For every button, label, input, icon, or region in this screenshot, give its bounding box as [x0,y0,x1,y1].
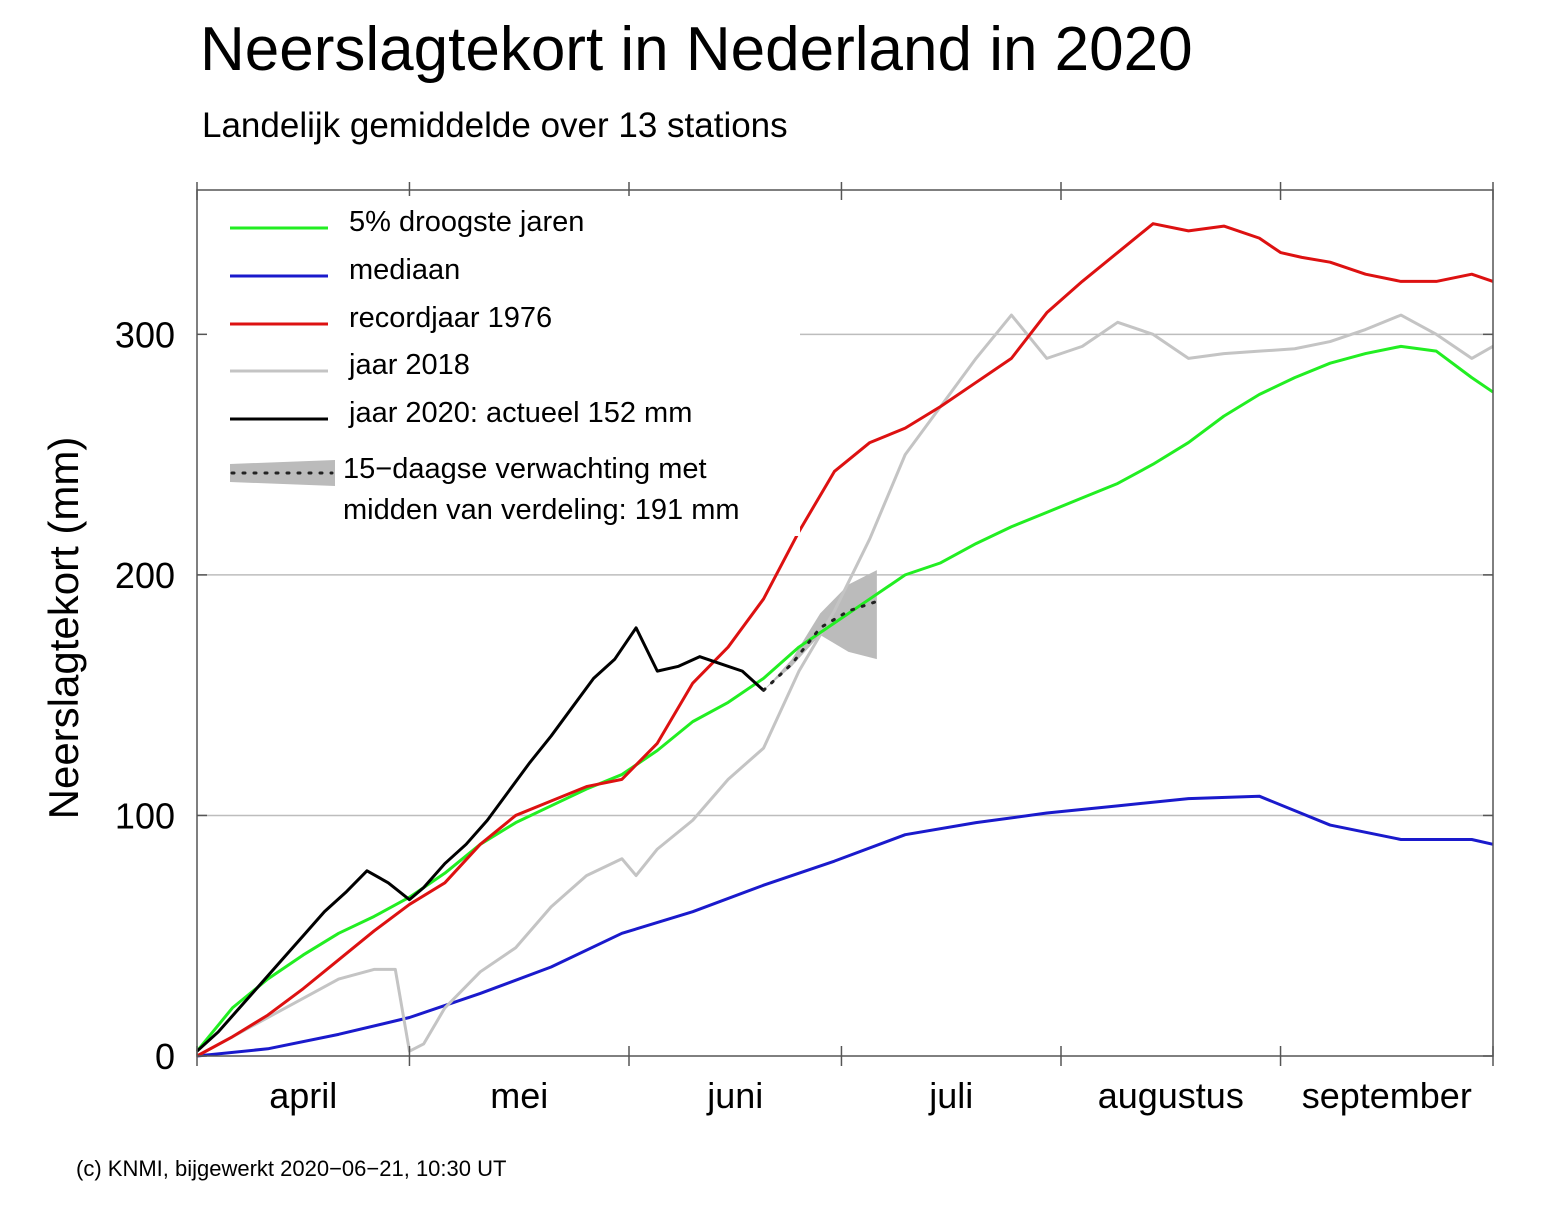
x-tick-label-juli: juli [928,1075,973,1116]
legend-forecast-line1: 15−daagse verwachting met [343,453,707,485]
gridlines [197,333,1493,817]
legend-background [210,196,800,536]
y-tick-label-100: 100 [115,795,175,836]
credit-line: (c) KNMI, bijgewerkt 2020−06−21, 10:30 U… [76,1156,507,1181]
x-tick-label-september: september [1302,1075,1472,1116]
y-axis-label: Neerslagtekort (mm) [40,437,87,820]
x-tick-label-juni: juni [706,1075,763,1116]
series-layer [195,222,1494,1058]
x-tick-label-april: april [269,1075,337,1116]
chart-subtitle: Landelijk gemiddelde over 13 stations [202,106,788,145]
series-line-1 [196,794,1494,1058]
forecast-band-layer [763,570,877,691]
series-line-4 [195,626,765,1053]
forecast-band [763,570,877,691]
legend-forecast-swatch [230,460,335,486]
legend-forecast-line2: midden van verdeling: 191 mm [343,494,740,526]
plot-frame [196,189,1494,1057]
legend-label-3: jaar 2018 [348,349,470,381]
legend: 5% droogste jaren mediaan recordjaar 1976 j… [230,206,740,526]
x-tick-label-mei: mei [490,1075,548,1116]
chart-title: Neerslagtekort in Nederland in 2020 [200,15,1193,84]
legend-label-0: 5% droogste jaren [349,206,584,238]
legend-label-1: mediaan [349,254,460,286]
x-tick-label-augustus: augustus [1098,1075,1244,1116]
legend-label-2: recordjaar 1976 [349,302,552,334]
legend-box [210,196,800,536]
axis-ticks: 0 100 200 300 april mei juni juli augustus septem… [115,182,1494,1116]
series-line-3 [196,313,1494,1058]
series-line-2 [196,222,1494,1058]
legend-label-4: jaar 2020: actueel 152 mm [348,397,692,429]
y-tick-label-300: 300 [115,314,175,355]
y-tick-label-0: 0 [155,1036,175,1077]
y-tick-label-200: 200 [115,555,175,596]
